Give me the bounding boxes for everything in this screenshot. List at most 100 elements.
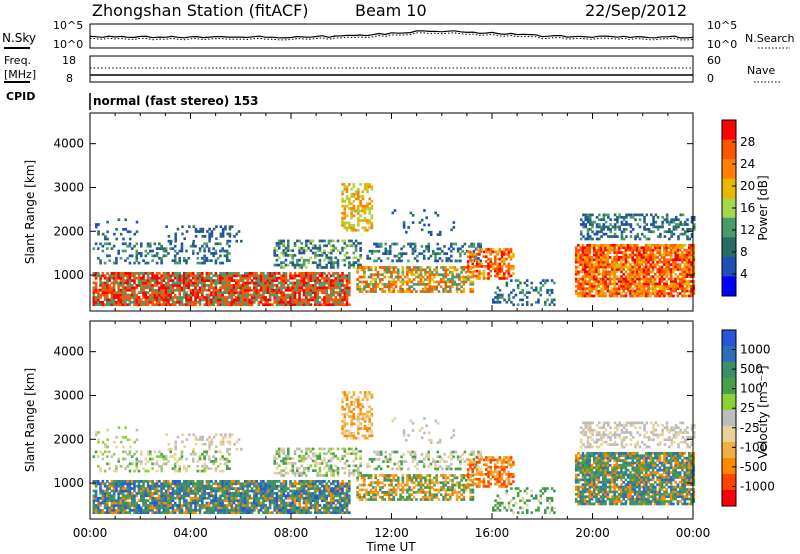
power-cell xyxy=(615,270,619,274)
power-cell xyxy=(106,230,109,234)
velocity-cell xyxy=(232,508,236,512)
power-cell xyxy=(624,270,628,274)
power-cell xyxy=(633,258,637,262)
velocity-cell xyxy=(133,487,136,490)
power-cell xyxy=(271,293,274,297)
velocity-cell xyxy=(225,496,229,500)
power-cell xyxy=(352,183,356,186)
power-cell xyxy=(369,280,373,284)
power-cell xyxy=(309,272,313,275)
power-cell xyxy=(455,282,459,286)
power-cell xyxy=(108,286,111,290)
power-cell xyxy=(149,281,152,285)
power-cell xyxy=(219,303,222,307)
power-cell xyxy=(343,303,347,307)
power-cell xyxy=(316,300,319,304)
power-cell xyxy=(676,263,680,266)
power-cell xyxy=(683,265,687,269)
power-cell xyxy=(189,296,193,299)
power-cell xyxy=(144,293,148,297)
power-cell xyxy=(597,248,601,252)
power-cell xyxy=(393,209,397,212)
power-cell xyxy=(336,276,340,280)
power-cell xyxy=(112,293,116,297)
power-cell xyxy=(588,294,592,298)
velocity-cell xyxy=(196,482,200,486)
velocity-cell xyxy=(266,489,270,493)
velocity-cell xyxy=(153,501,157,505)
power-cell xyxy=(494,250,497,254)
power-cell xyxy=(494,267,497,271)
velocity-cell xyxy=(234,482,238,486)
power-cell xyxy=(579,237,583,241)
power-cell xyxy=(634,235,637,238)
power-cell xyxy=(214,242,218,246)
velocity-cell xyxy=(192,482,195,486)
velocity-cell xyxy=(108,506,111,510)
power-cell xyxy=(532,288,536,292)
power-cell xyxy=(203,303,206,307)
velocity-cell xyxy=(205,480,209,483)
power-cell xyxy=(284,303,288,307)
velocity-cell xyxy=(234,487,238,490)
power-cell xyxy=(210,230,214,233)
power-cell xyxy=(611,258,614,262)
velocity-cell xyxy=(275,487,279,490)
power-cell xyxy=(153,291,157,294)
velocity-cell xyxy=(212,501,215,505)
power-cell xyxy=(625,227,628,231)
velocity-cell xyxy=(219,511,222,515)
power-cell xyxy=(674,243,677,247)
power-cell xyxy=(277,242,281,245)
power-cell xyxy=(97,303,100,307)
power-cell xyxy=(615,292,619,295)
power-cell xyxy=(604,263,607,266)
power-cell xyxy=(687,275,691,279)
power-cell xyxy=(311,272,315,275)
power-cell xyxy=(658,284,662,288)
power-cell xyxy=(665,230,669,234)
power-cell xyxy=(119,284,123,287)
power-cell xyxy=(692,280,696,283)
power-cell xyxy=(359,214,362,218)
power-cell xyxy=(469,270,472,274)
power-cell xyxy=(250,272,254,275)
power-cell xyxy=(417,275,420,279)
velocity-cell xyxy=(112,506,116,510)
power-cell xyxy=(394,275,398,279)
power-cell xyxy=(266,281,270,285)
power-cell xyxy=(583,292,587,295)
power-cell xyxy=(133,261,136,265)
power-cell xyxy=(496,298,500,302)
power-cell xyxy=(669,292,673,295)
power-cell xyxy=(415,275,418,279)
velocity-cell xyxy=(167,487,170,490)
velocity-cell xyxy=(255,494,258,498)
power-cell xyxy=(635,248,639,252)
velocity-cell xyxy=(135,511,139,515)
power-cell xyxy=(678,265,682,269)
power-cell xyxy=(635,287,639,291)
velocity-cell xyxy=(124,489,127,493)
power-cell xyxy=(284,279,288,282)
power-cell xyxy=(133,276,136,280)
power-cell xyxy=(676,277,680,281)
power-cell xyxy=(126,281,129,285)
power-cell xyxy=(647,246,650,250)
power-cell xyxy=(246,279,249,282)
power-cell xyxy=(219,288,222,292)
power-cell xyxy=(361,207,365,210)
power-cell xyxy=(343,274,347,278)
power-cell xyxy=(363,287,366,291)
power-cell xyxy=(133,288,136,292)
velocity-cell xyxy=(139,506,143,510)
power-cell xyxy=(214,284,218,287)
power-cell xyxy=(678,263,682,266)
power-cell xyxy=(158,288,161,292)
power-cell xyxy=(320,303,324,307)
velocity-cell xyxy=(214,492,218,495)
power-cell xyxy=(421,287,425,291)
power-cell xyxy=(415,270,418,274)
power-cell xyxy=(135,252,139,255)
power-cell xyxy=(663,268,666,271)
